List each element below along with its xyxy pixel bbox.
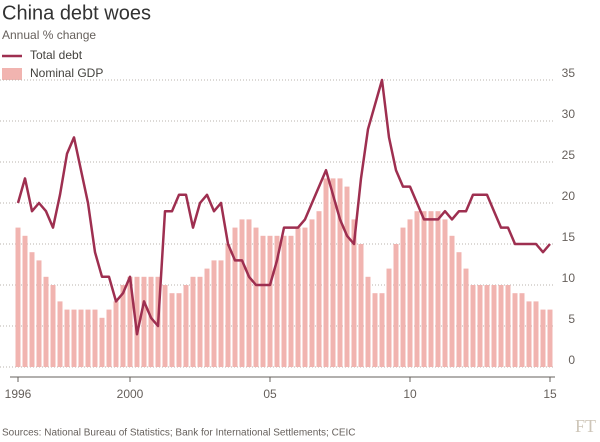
- bar: [211, 260, 217, 367]
- bar: [176, 293, 182, 367]
- bar: [260, 235, 266, 367]
- debt-line: [16, 78, 551, 336]
- bar: [253, 227, 259, 367]
- bar: [533, 301, 539, 367]
- bar: [407, 219, 413, 367]
- bar: [148, 276, 154, 367]
- bar: [78, 309, 84, 367]
- bar: [295, 227, 301, 367]
- bar: [470, 285, 476, 367]
- bar: [309, 219, 315, 367]
- bar: [162, 285, 168, 367]
- bar: [64, 309, 70, 367]
- bar: [183, 285, 189, 367]
- x-tick-label: 2000: [117, 387, 144, 401]
- y-tick-label: 0: [568, 353, 575, 367]
- chart-subtitle: Annual % change: [2, 28, 96, 42]
- bar: [491, 285, 497, 367]
- bar: [421, 211, 427, 367]
- bar: [225, 244, 231, 367]
- bar: [323, 178, 329, 367]
- bar: [22, 235, 28, 367]
- bar: [519, 293, 525, 367]
- bar: [232, 227, 238, 367]
- bar: [512, 293, 518, 367]
- bar: [92, 309, 98, 367]
- bar: [351, 219, 357, 367]
- bar: [281, 235, 287, 367]
- legend-label: Total debt: [30, 48, 83, 62]
- chart-title: China debt woes: [2, 2, 151, 24]
- bar: [113, 301, 119, 367]
- bar: [456, 252, 462, 367]
- y-tick-label: 15: [562, 230, 576, 244]
- bar: [379, 293, 385, 367]
- bar: [477, 285, 483, 367]
- bar: [302, 227, 308, 367]
- bar: [246, 219, 252, 367]
- x-tick-label: 10: [403, 387, 417, 401]
- bar: [134, 276, 140, 367]
- bar: [505, 285, 511, 367]
- bar: [386, 268, 392, 367]
- bar: [71, 309, 77, 367]
- bar: [239, 219, 245, 367]
- bar: [449, 235, 455, 367]
- y-tick-label: 5: [568, 312, 575, 326]
- bar: [414, 211, 420, 367]
- ft-logo: FT: [575, 416, 596, 436]
- bar: [393, 244, 399, 367]
- bar: [337, 178, 343, 367]
- bar: [372, 293, 378, 367]
- y-tick-label: 20: [562, 189, 576, 203]
- bar: [365, 276, 371, 367]
- bar: [99, 317, 105, 367]
- bar: [274, 235, 280, 367]
- bar: [540, 309, 546, 367]
- bar: [316, 211, 322, 367]
- x-tick-label: 05: [263, 387, 277, 401]
- bar: [57, 301, 63, 367]
- y-tick-label: 25: [562, 148, 576, 162]
- bar: [50, 285, 56, 367]
- x-tick-label: 1996: [5, 387, 32, 401]
- bar: [43, 276, 49, 367]
- bar: [106, 309, 112, 367]
- source: Sources: National Bureau of Statistics; …: [2, 428, 356, 439]
- bar: [400, 227, 406, 367]
- bar: [288, 235, 294, 367]
- bar: [330, 178, 336, 367]
- bar: [547, 309, 553, 367]
- bar: [526, 301, 532, 367]
- bar: [15, 227, 21, 367]
- bar: [498, 285, 504, 367]
- bar: [463, 268, 469, 367]
- bar: [428, 211, 434, 367]
- bar: [197, 276, 203, 367]
- bar: [29, 252, 35, 367]
- bar: [484, 285, 490, 367]
- bar: [85, 309, 91, 367]
- bar: [358, 244, 364, 367]
- bar: [190, 276, 196, 367]
- bar: [127, 276, 133, 367]
- bar: [141, 276, 147, 367]
- bar: [169, 293, 175, 367]
- bar: [204, 268, 210, 367]
- bar: [344, 186, 350, 367]
- bar: [435, 211, 441, 367]
- bar: [267, 235, 273, 367]
- bar: [36, 260, 42, 367]
- legend-swatch: [2, 68, 22, 80]
- y-tick-label: 35: [562, 66, 576, 80]
- y-tick-label: 10: [562, 271, 576, 285]
- bar: [442, 219, 448, 367]
- bar: [218, 260, 224, 367]
- legend-label: Nominal GDP: [30, 66, 103, 80]
- bar: [120, 285, 126, 367]
- x-tick-label: 15: [543, 387, 557, 401]
- y-tick-label: 30: [562, 107, 576, 121]
